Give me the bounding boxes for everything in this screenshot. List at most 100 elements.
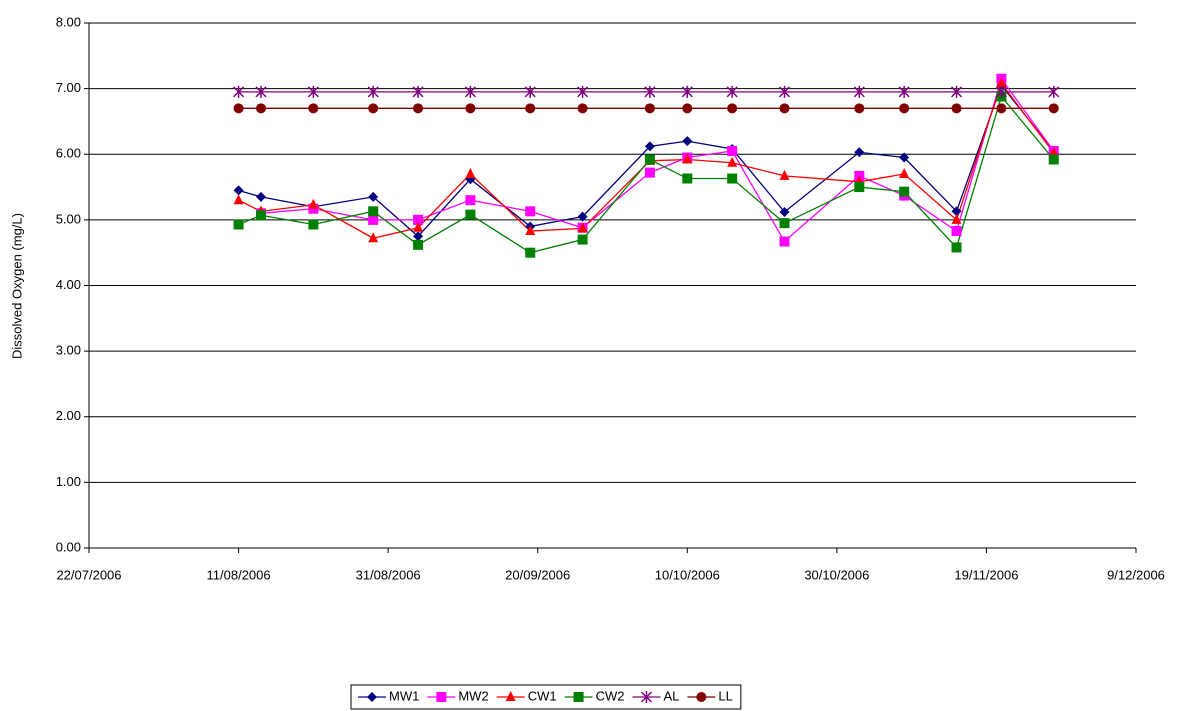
marker bbox=[854, 147, 865, 158]
x-tick-label: 20/09/2006 bbox=[505, 567, 570, 582]
marker bbox=[465, 209, 476, 220]
marker bbox=[413, 239, 424, 250]
marker bbox=[779, 236, 790, 247]
marker bbox=[996, 77, 1007, 88]
marker bbox=[951, 226, 962, 237]
legend-label: CW2 bbox=[596, 688, 625, 703]
marker bbox=[682, 173, 693, 184]
marker bbox=[644, 103, 655, 114]
marker bbox=[525, 225, 536, 236]
marker bbox=[996, 103, 1007, 114]
marker bbox=[465, 167, 476, 178]
x-tick-label: 22/07/2006 bbox=[56, 567, 121, 582]
marker bbox=[233, 103, 244, 114]
marker bbox=[1048, 85, 1060, 98]
marker bbox=[413, 231, 424, 242]
marker bbox=[727, 156, 738, 167]
marker bbox=[854, 182, 865, 193]
y-tick-label: 1.00 bbox=[56, 474, 81, 489]
marker bbox=[727, 173, 738, 184]
y-tick-label: 0.00 bbox=[56, 539, 81, 554]
marker bbox=[951, 213, 962, 224]
marker bbox=[644, 154, 655, 165]
marker bbox=[951, 242, 962, 253]
marker bbox=[854, 103, 865, 114]
marker bbox=[727, 145, 738, 156]
marker bbox=[644, 141, 655, 152]
legend-label: LL bbox=[718, 688, 732, 703]
marker bbox=[368, 206, 379, 217]
marker bbox=[256, 191, 267, 202]
marker bbox=[644, 167, 655, 178]
marker bbox=[682, 153, 693, 164]
marker bbox=[413, 214, 424, 225]
marker bbox=[853, 85, 865, 98]
marker bbox=[577, 234, 588, 245]
marker bbox=[951, 103, 962, 114]
y-tick-label: 6.00 bbox=[56, 146, 81, 161]
marker bbox=[368, 103, 379, 114]
marker bbox=[413, 103, 424, 114]
series-line bbox=[260, 77, 1055, 243]
y-tick-label: 7.00 bbox=[56, 80, 81, 95]
marker bbox=[368, 191, 379, 202]
legend-label: MW1 bbox=[389, 688, 419, 703]
legend: MW1 MW2 CW1 CW2 AL LL bbox=[350, 684, 742, 710]
marker bbox=[525, 206, 536, 217]
marker bbox=[577, 85, 589, 98]
marker bbox=[1048, 103, 1059, 114]
marker bbox=[233, 219, 244, 230]
marker bbox=[577, 222, 588, 233]
marker bbox=[256, 210, 267, 221]
marker bbox=[233, 185, 244, 196]
marker bbox=[898, 85, 910, 98]
y-tick-label: 8.00 bbox=[56, 14, 81, 29]
marker bbox=[778, 85, 791, 98]
marker bbox=[525, 247, 536, 258]
x-tick-label: 30/10/2006 bbox=[804, 567, 869, 582]
marker bbox=[577, 211, 588, 222]
marker bbox=[779, 169, 790, 180]
x-tick-label: 11/08/2006 bbox=[207, 567, 271, 582]
marker bbox=[681, 85, 693, 98]
marker bbox=[899, 167, 910, 178]
marker bbox=[727, 103, 738, 114]
marker bbox=[233, 85, 245, 98]
marker bbox=[1048, 146, 1059, 157]
marker bbox=[464, 85, 476, 98]
marker bbox=[368, 214, 379, 225]
x-tick-label: 9/12/2006 bbox=[1107, 567, 1165, 582]
marker bbox=[644, 85, 656, 98]
legend-label: AL bbox=[663, 688, 679, 703]
marker bbox=[367, 692, 377, 702]
x-tick-label: 19/11/2006 bbox=[954, 567, 1018, 582]
marker bbox=[696, 692, 707, 702]
marker bbox=[640, 691, 652, 703]
marker bbox=[307, 85, 319, 98]
marker bbox=[995, 85, 1007, 98]
x-tick-label: 10/10/2006 bbox=[655, 567, 720, 582]
marker bbox=[256, 103, 267, 114]
marker bbox=[308, 103, 319, 114]
marker bbox=[682, 136, 693, 147]
marker bbox=[577, 103, 588, 114]
marker bbox=[779, 207, 790, 217]
marker bbox=[413, 221, 424, 232]
marker bbox=[525, 103, 536, 114]
marker bbox=[233, 194, 244, 205]
marker bbox=[465, 103, 476, 114]
marker bbox=[308, 198, 319, 209]
y-tick-label: 2.00 bbox=[56, 408, 81, 423]
y-axis-label: Dissolved Oxygen (mg/L) bbox=[9, 213, 24, 359]
marker bbox=[412, 85, 424, 98]
y-tick-label: 5.00 bbox=[56, 211, 81, 226]
marker bbox=[367, 85, 379, 98]
marker bbox=[1048, 154, 1059, 165]
marker bbox=[950, 85, 963, 98]
marker bbox=[573, 692, 584, 702]
marker bbox=[524, 85, 536, 98]
marker bbox=[779, 218, 790, 229]
y-tick-label: 3.00 bbox=[56, 343, 81, 358]
marker bbox=[779, 103, 790, 114]
